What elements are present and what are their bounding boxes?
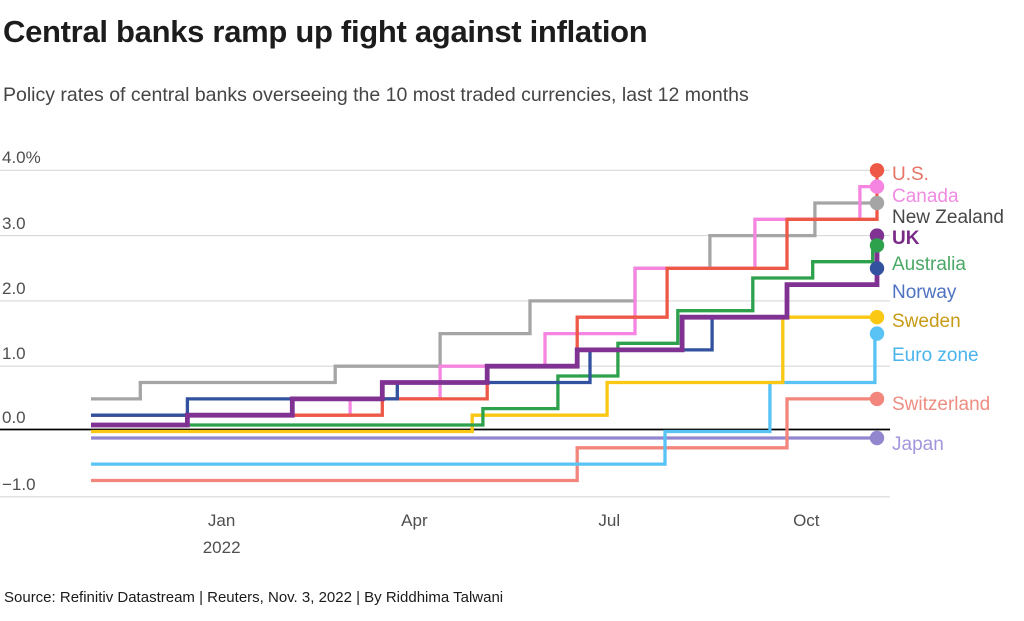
y-tick-label: 2.0 xyxy=(2,278,26,298)
series-line-new-zealand xyxy=(91,201,877,401)
y-tick-label: 3.0 xyxy=(2,213,26,233)
series-line-norway xyxy=(91,268,879,417)
series-line-euro-zone xyxy=(91,331,877,466)
series-endpoint-canada xyxy=(869,179,885,194)
legend-label-new-zealand: New Zealand xyxy=(892,207,1004,228)
x-tick-label: Jul xyxy=(598,511,621,530)
legend-label-euro-zone: Euro zone xyxy=(892,345,979,366)
chart-title: Central banks ramp up fight against infl… xyxy=(3,14,648,49)
x-tick-label: Apr xyxy=(401,511,428,530)
legend-label-us: U.S. xyxy=(892,164,929,185)
series-endpoint-norway xyxy=(869,261,885,276)
legend-label-sweden: Sweden xyxy=(892,311,961,332)
series-endpoint-euro-zone xyxy=(869,326,885,341)
y-tick-label: 4.0% xyxy=(2,148,41,168)
legend-label-uk: UK xyxy=(892,228,920,249)
series-endpoint-sweden xyxy=(869,310,885,325)
legend-label-japan: Japan xyxy=(892,434,944,455)
y-tick-label: 1.0 xyxy=(2,344,26,364)
series-endpoint-switzerland xyxy=(869,391,885,407)
series-line-sweden xyxy=(91,315,877,434)
y-tick-label: 0.0 xyxy=(2,407,26,427)
legend-label-australia: Australia xyxy=(892,254,966,275)
series-line-switzerland xyxy=(91,397,877,483)
x-tick-year-label: 2022 xyxy=(202,538,241,557)
source-note: Source: Refinitiv Datastream | Reuters, … xyxy=(4,589,504,606)
y-tick-label: −1.0 xyxy=(2,474,36,494)
legend-label-norway: Norway xyxy=(892,282,957,303)
series-endpoint-australia xyxy=(869,238,885,253)
series-endpoint-new-zealand xyxy=(869,195,885,211)
series-line-australia xyxy=(91,243,877,427)
series-line-us xyxy=(91,170,879,417)
legend-label-switzerland: Switzerland xyxy=(892,394,991,415)
series-endpoint-japan xyxy=(869,430,885,446)
chart-subtitle: Policy rates of central banks overseeing… xyxy=(3,84,749,106)
x-tick-label: Jan xyxy=(207,511,236,530)
legend-label-canada: Canada xyxy=(892,186,959,207)
x-tick-label: Oct xyxy=(793,511,820,530)
series-line-uk xyxy=(91,235,880,428)
series-endpoint-us xyxy=(869,163,885,178)
